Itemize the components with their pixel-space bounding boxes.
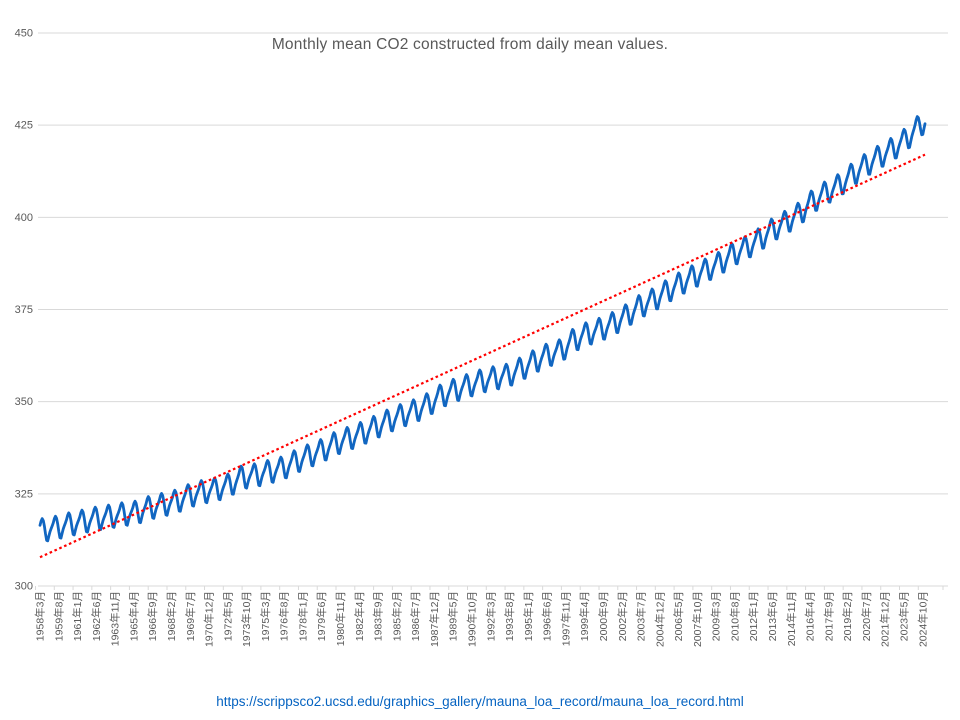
x-tick-label: 1978年1月 [296,591,309,641]
x-tick-label: 2004年12月 [653,591,666,647]
x-tick-label: 1995年1月 [522,591,535,641]
co2-line-chart-plot: 300 325 350 375 400 425 450 1958年3月 1959年8月 1961年… [15,28,948,647]
x-tick-label: 1986年7月 [409,591,422,641]
x-tick-label: 1982年4月 [353,591,366,641]
x-tick-label: 1980年11月 [334,591,347,646]
x-tick-label: 1993年8月 [503,591,516,641]
y-tick-label: 425 [15,120,33,132]
x-tick-label: 1990年10月 [466,591,479,647]
x-tick-label: 2010年8月 [728,591,741,641]
x-tick-label: 1975年3月 [259,591,272,641]
x-tick-label: 1970年12月 [203,591,216,647]
x-tick-label: 1961年1月 [71,591,84,641]
x-tick-label: 2024年10月 [916,591,929,647]
x-tick-label: 2002年2月 [616,591,629,641]
x-tick-label: 1999年4月 [578,591,591,641]
x-tick-label: 2006年5月 [672,591,685,641]
x-tick-label: 2023年5月 [898,591,911,641]
y-tick-label: 325 [15,488,33,500]
x-tick-label: 1973年10月 [240,591,253,647]
chart-title: Monthly mean CO2 constructed from daily … [271,36,669,53]
x-tick-label: 1965年4月 [127,591,140,641]
y-tick-label: 400 [15,212,33,224]
y-tick-label: 350 [15,396,33,408]
y-tick-label: 375 [15,304,33,316]
x-tick-label: 1962年6月 [90,591,103,641]
x-tick-label: 1989年5月 [447,591,460,641]
x-tick-label: 2019年2月 [841,591,854,641]
x-tick-label: 1976年8月 [278,591,291,641]
x-tick-label: 2012年1月 [747,591,760,641]
x-tick-label: 2016年4月 [804,591,817,641]
x-tick-label: 1979年6月 [315,591,328,641]
x-tick-label: 1968年2月 [165,591,178,641]
x-tick-label: 2000年9月 [597,591,610,641]
x-tick-label: 1985年2月 [390,591,403,641]
x-tick-label: 2003年7月 [635,591,648,641]
x-tick-label: 1987年12月 [428,591,441,647]
x-tick-label: 1959年8月 [52,591,65,641]
source-link[interactable]: https://scrippsco2.ucsd.edu/graphics_gal… [216,694,744,709]
x-tick-label: 1996年6月 [541,591,554,641]
x-tick-label: 1958年3月 [34,591,47,641]
x-tick-label: 1966年9月 [146,591,159,641]
x-tick-label: 2017年9月 [822,591,835,641]
y-tick-label: 300 [15,581,33,593]
x-tick-label: 2013年6月 [766,591,779,641]
x-tick-label: 2007年10月 [691,591,704,647]
co2-series-line [38,115,927,543]
x-tick-label: 1969年7月 [184,591,197,641]
x-tick-label: 2009年3月 [710,591,723,641]
x-tick-label: 2021年12月 [879,591,892,647]
trend-line [39,153,926,559]
x-tick-label: 2020年7月 [860,591,873,641]
x-tick-label: 2014年11月 [785,591,798,646]
x-tick-label: 1972年5月 [221,591,234,641]
x-tick-label: 1992年3月 [484,591,497,641]
x-tick-label: 1997年11月 [559,591,572,646]
y-tick-label: 450 [15,28,33,40]
x-tick-label: 1983年9月 [372,591,385,641]
x-tick-label: 1963年11月 [109,591,122,646]
